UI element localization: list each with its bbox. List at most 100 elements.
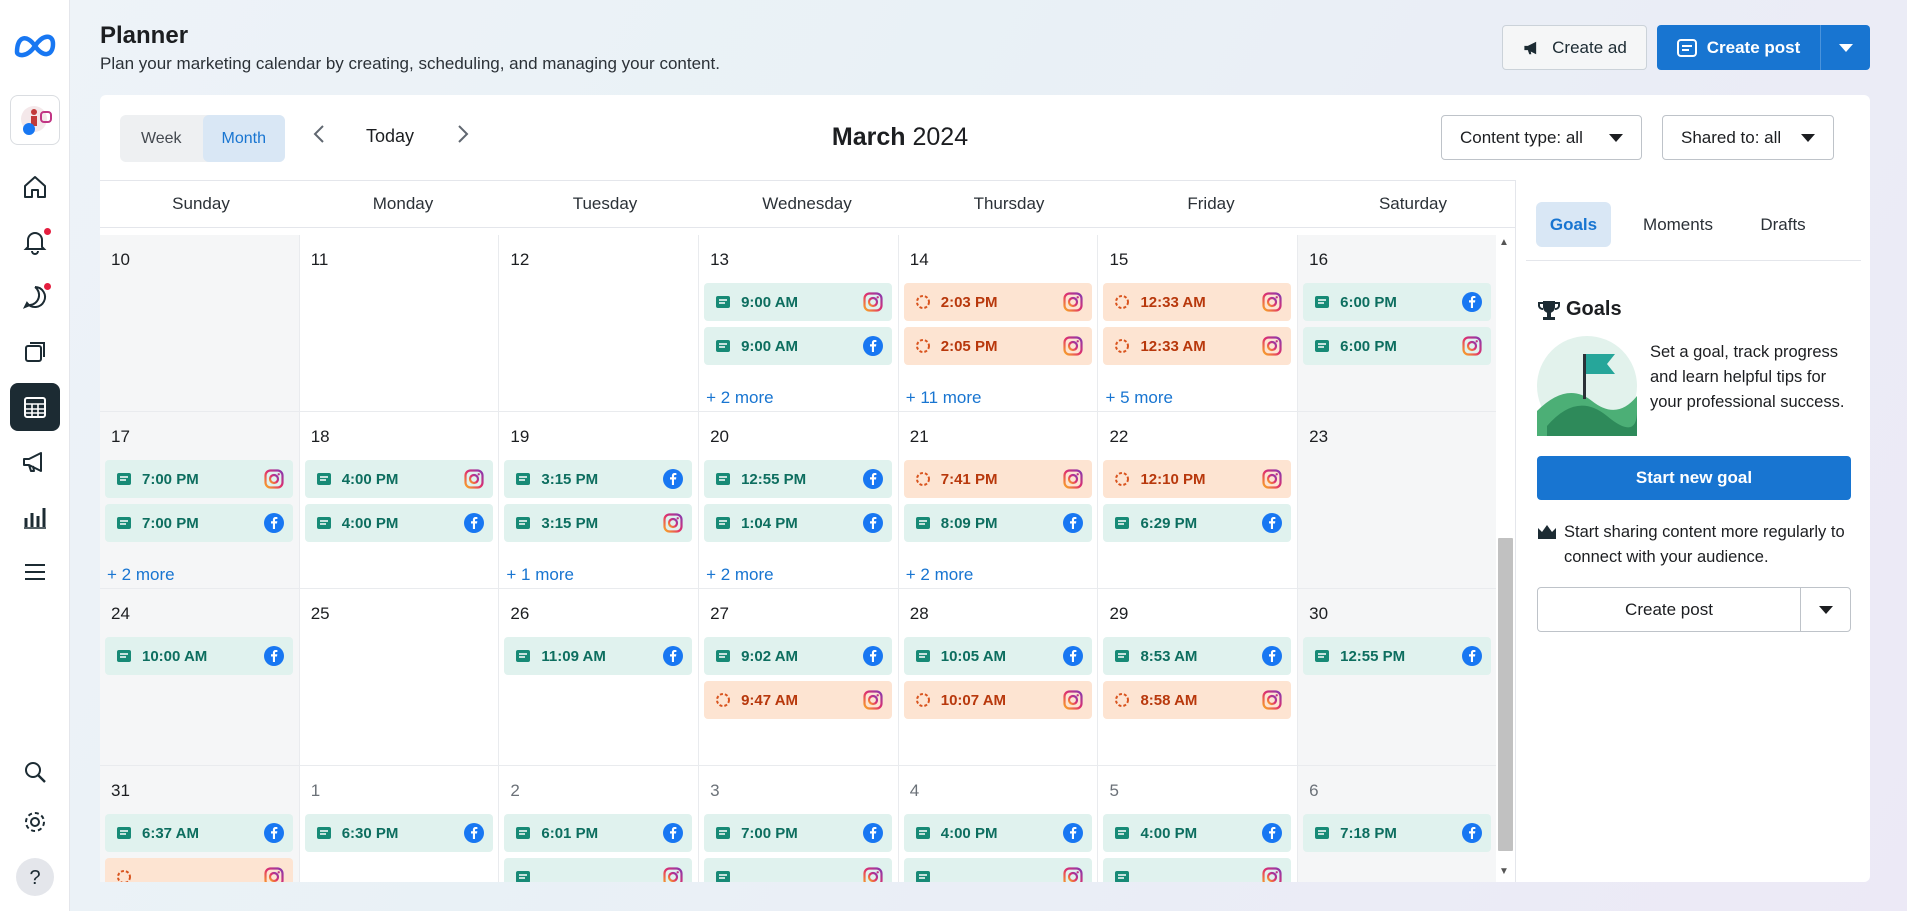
scheduled-post-chip[interactable]: 4:00 PM [903, 814, 1092, 852]
calendar-day-cell[interactable]: 14 2:03 PM 2:05 PM + 11 more [898, 235, 1099, 412]
content-button[interactable] [10, 328, 60, 376]
create-post-dropdown[interactable] [1820, 25, 1870, 70]
calendar-day-cell[interactable]: 17 7:00 PM 7:00 PM + 2 more [100, 412, 300, 589]
draft-post-chip[interactable] [105, 858, 293, 882]
scheduled-post-chip[interactable]: 10:00 AM [105, 637, 293, 675]
scheduled-post-chip[interactable]: 8:09 PM [903, 504, 1092, 542]
scheduled-post-chip[interactable]: 3:15 PM [504, 460, 693, 498]
tab-moments[interactable]: Moments [1643, 214, 1713, 234]
calendar-day-cell[interactable]: 22 12:10 PM 6:29 PM [1098, 412, 1299, 589]
help-button[interactable]: ? [10, 853, 60, 901]
draft-post-chip[interactable]: 2:05 PM [903, 327, 1092, 365]
calendar-day-cell[interactable]: 12 [499, 235, 700, 412]
calendar-day-cell[interactable]: 6 7:18 PM [1298, 766, 1498, 882]
content-type-filter[interactable]: Content type: all [1441, 115, 1642, 160]
scheduled-post-chip[interactable] [504, 858, 693, 882]
today-button[interactable]: Today [366, 126, 415, 146]
calendar-day-cell[interactable]: 3 7:00 PM [699, 766, 899, 882]
calendar-day-cell[interactable]: 13 9:00 AM 9:00 AM + 2 more [699, 235, 899, 412]
meta-logo-icon[interactable] [13, 30, 57, 60]
calendar-day-cell[interactable]: 30 12:55 PM [1298, 589, 1498, 766]
notifications-button[interactable] [10, 218, 60, 266]
calendar-day-cell[interactable]: 1 6:30 PM [299, 766, 500, 882]
month-view-button[interactable]: Month [202, 115, 285, 162]
draft-post-chip[interactable]: 9:47 AM [704, 681, 893, 719]
calendar-day-cell[interactable]: 26 11:09 AM [499, 589, 700, 766]
tab-drafts[interactable]: Drafts [1760, 214, 1806, 234]
home-button[interactable] [10, 163, 60, 211]
scheduled-post-chip[interactable]: 3:15 PM [504, 504, 693, 542]
draft-post-chip[interactable]: 12:33 AM [1103, 283, 1292, 321]
calendar-day-cell[interactable]: 10 [100, 235, 300, 412]
scheduled-post-chip[interactable]: 1:04 PM [704, 504, 893, 542]
scheduled-post-chip[interactable]: 4:00 PM [304, 460, 493, 498]
scheduled-post-chip[interactable]: 9:02 AM [704, 637, 893, 675]
more-posts-link[interactable]: + 5 more [1105, 388, 1173, 407]
insights-button[interactable] [10, 493, 60, 541]
scheduled-post-chip[interactable]: 8:53 AM [1103, 637, 1292, 675]
inbox-button[interactable] [10, 273, 60, 321]
previous-month-button[interactable] [312, 123, 326, 151]
page-profile-avatar[interactable] [10, 95, 60, 145]
next-month-button[interactable] [456, 123, 470, 151]
more-posts-link[interactable]: + 2 more [706, 388, 774, 407]
more-posts-link[interactable]: + 11 more [905, 388, 982, 407]
draft-post-chip[interactable]: 12:10 PM [1103, 460, 1292, 498]
calendar-day-cell[interactable]: 15 12:33 AM 12:33 AM + 5 more [1098, 235, 1299, 412]
scheduled-post-chip[interactable]: 6:00 PM [1303, 283, 1492, 321]
calendar-day-cell[interactable]: 25 [299, 589, 500, 766]
draft-post-chip[interactable]: 10:07 AM [903, 681, 1092, 719]
scheduled-post-chip[interactable] [1103, 858, 1292, 882]
calendar-day-cell[interactable]: 24 10:00 AM [100, 589, 300, 766]
ads-button[interactable] [10, 438, 60, 486]
calendar-day-cell[interactable]: 31 6:37 AM [100, 766, 300, 882]
scheduled-post-chip[interactable]: 4:00 PM [304, 504, 493, 542]
scheduled-post-chip[interactable]: 7:00 PM [105, 460, 293, 498]
calendar-day-cell[interactable]: 4 4:00 PM [898, 766, 1099, 882]
scroll-up-arrow[interactable]: ▲ [1499, 237, 1509, 248]
create-post-button[interactable]: Create post [1657, 25, 1820, 70]
calendar-day-cell[interactable]: 20 12:55 PM 1:04 PM + 2 more [699, 412, 899, 589]
scheduled-post-chip[interactable]: 6:30 PM [304, 814, 493, 852]
scrollbar-thumb[interactable] [1498, 538, 1513, 851]
calendar-day-cell[interactable]: 11 [299, 235, 500, 412]
calendar-day-cell[interactable]: 2 6:01 PM [499, 766, 700, 882]
create-ad-button[interactable]: Create ad [1502, 25, 1647, 70]
scheduled-post-chip[interactable]: 12:55 PM [704, 460, 893, 498]
draft-post-chip[interactable]: 8:58 AM [1103, 681, 1292, 719]
more-posts-link[interactable]: + 2 more [107, 565, 175, 584]
scheduled-post-chip[interactable]: 7:00 PM [105, 504, 293, 542]
draft-post-chip[interactable]: 2:03 PM [903, 283, 1092, 321]
more-posts-link[interactable]: + 2 more [706, 565, 774, 584]
scheduled-post-chip[interactable]: 6:01 PM [504, 814, 693, 852]
more-posts-link[interactable]: + 2 more [905, 565, 974, 584]
shared-to-filter[interactable]: Shared to: all [1662, 115, 1834, 160]
scheduled-post-chip[interactable]: 9:00 AM [704, 283, 893, 321]
planner-button[interactable] [10, 383, 60, 431]
calendar-day-cell[interactable]: 27 9:02 AM 9:47 AM [699, 589, 899, 766]
scheduled-post-chip[interactable] [903, 858, 1092, 882]
calendar-day-cell[interactable]: 21 7:41 PM 8:09 PM + 2 more [898, 412, 1099, 589]
scheduled-post-chip[interactable]: 7:18 PM [1303, 814, 1492, 852]
scroll-down-arrow[interactable]: ▼ [1499, 866, 1509, 877]
scheduled-post-chip[interactable] [704, 858, 893, 882]
search-button[interactable] [10, 748, 60, 796]
settings-button[interactable] [10, 798, 60, 846]
scheduled-post-chip[interactable]: 10:05 AM [903, 637, 1092, 675]
tab-goals[interactable]: Goals [1536, 202, 1611, 247]
panel-create-post-dropdown[interactable] [1800, 587, 1851, 632]
calendar-day-cell[interactable]: 28 10:05 AM 10:07 AM [898, 589, 1099, 766]
all-tools-button[interactable] [10, 548, 60, 596]
draft-post-chip[interactable]: 12:33 AM [1103, 327, 1292, 365]
more-posts-link[interactable]: + 1 more [506, 565, 574, 584]
scheduled-post-chip[interactable]: 4:00 PM [1103, 814, 1292, 852]
scheduled-post-chip[interactable]: 6:00 PM [1303, 327, 1492, 365]
scheduled-post-chip[interactable]: 6:29 PM [1103, 504, 1292, 542]
scheduled-post-chip[interactable]: 9:00 AM [704, 327, 893, 365]
panel-create-post-button[interactable]: Create post [1537, 587, 1801, 632]
scheduled-post-chip[interactable]: 12:55 PM [1303, 637, 1492, 675]
start-new-goal-button[interactable]: Start new goal [1537, 456, 1851, 500]
calendar-day-cell[interactable]: 18 4:00 PM 4:00 PM [299, 412, 500, 589]
scheduled-post-chip[interactable]: 11:09 AM [504, 637, 693, 675]
scheduled-post-chip[interactable]: 6:37 AM [105, 814, 293, 852]
